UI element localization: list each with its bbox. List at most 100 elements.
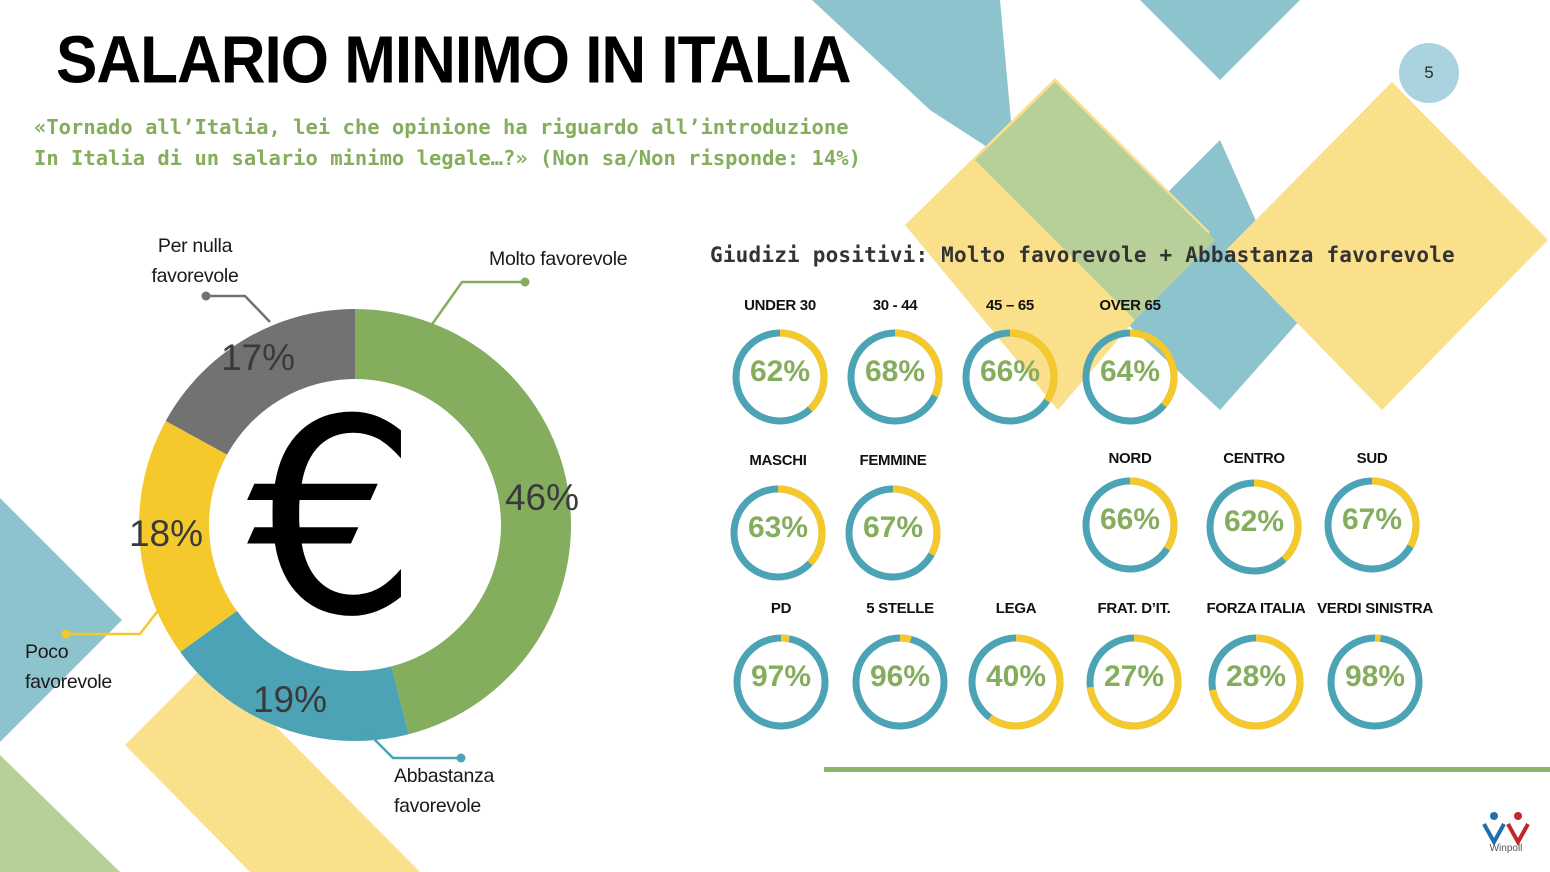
ring-remainder-arc <box>845 485 941 581</box>
group-ring <box>962 329 1058 425</box>
group-label: SUD <box>1356 450 1388 467</box>
group-label: FRAT. D’IT. <box>1097 600 1171 617</box>
bg-diamond-teal-right <box>1140 0 1300 80</box>
positive-judgments-subtitle: Giudizi positivi: Molto favorevole + Abb… <box>710 243 1455 267</box>
group-label: FEMMINE <box>859 452 927 469</box>
bg-diamond-yellow-right <box>1226 82 1548 410</box>
group-ring-maschi: MASCHI 63% <box>708 452 848 583</box>
page-number-badge: 5 <box>1399 43 1459 103</box>
leader-dot <box>201 291 211 301</box>
group-value: 96% <box>869 660 931 693</box>
group-ring-centro: CENTRO 62% <box>1184 450 1324 577</box>
group-ring-pd: PD 97% <box>711 600 851 732</box>
group-label: CENTRO <box>1223 450 1285 467</box>
ring-remainder-arc <box>852 634 948 730</box>
group-value: 63% <box>747 511 809 544</box>
group-ring-nord: NORD 66% <box>1060 450 1200 575</box>
bg-diamond-green <box>975 82 1215 320</box>
group-ring <box>847 329 943 425</box>
euro-symbol: € <box>247 361 419 676</box>
donut-value-label: 19% <box>253 679 327 720</box>
group-ring <box>733 634 829 730</box>
group-ring <box>1082 329 1178 425</box>
group-value: 66% <box>979 355 1041 388</box>
ring-remainder-arc <box>968 634 1064 730</box>
group-value: 64% <box>1099 355 1161 388</box>
svg-text:Winpoll: Winpoll <box>1490 843 1523 854</box>
group-value: 62% <box>749 355 811 388</box>
group-ring-lega: LEGA 40% <box>946 600 1086 732</box>
group-ring <box>1086 634 1182 730</box>
question-line-1: «Tornado all’Italia, lei che opinione ha… <box>34 115 849 139</box>
group-ring-forza-italia: FORZA ITALIA 28% <box>1186 600 1326 732</box>
group-value: 67% <box>1341 503 1403 536</box>
ring-remainder-arc <box>1208 634 1304 730</box>
group-value: 98% <box>1344 660 1406 693</box>
page-title: SALARIO MINIMO IN ITALIA <box>56 23 852 98</box>
group-ring <box>1324 477 1420 573</box>
group-label: LEGA <box>995 600 1037 617</box>
group-ring <box>1206 479 1302 575</box>
group-value: 62% <box>1223 505 1285 538</box>
group-label: PD <box>770 600 792 617</box>
leader-line <box>206 294 271 323</box>
group-ring-frat-d-it-: FRAT. D’IT. 27% <box>1064 600 1204 732</box>
group-label: OVER 65 <box>1099 297 1161 314</box>
group-label: UNDER 30 <box>744 297 816 314</box>
ring-remainder-arc <box>962 329 1058 425</box>
group-ring-under-30: UNDER 30 62% <box>710 297 850 427</box>
divider-line <box>824 767 1550 772</box>
group-label: 5 STELLE <box>866 600 934 617</box>
legend-molto-favorevole: Molto favorevole <box>489 248 628 270</box>
group-value: 40% <box>985 660 1047 693</box>
leader-line <box>426 280 525 331</box>
ring-remainder-arc <box>730 485 826 581</box>
leader-line <box>66 607 161 636</box>
group-value: 97% <box>750 660 812 693</box>
group-label: NORD <box>1108 450 1152 467</box>
ring-remainder-arc <box>847 329 943 425</box>
bg-diamond-green-left <box>0 755 120 872</box>
winpoll-logo: Winpoll <box>1482 812 1530 854</box>
donut-value-label: 18% <box>129 513 203 554</box>
leader-dot <box>456 753 466 763</box>
group-value: 68% <box>864 355 926 388</box>
group-ring <box>1082 477 1178 573</box>
group-ring <box>1327 634 1423 730</box>
group-ring <box>852 634 948 730</box>
donut-slice-poco-favorevole <box>138 420 237 652</box>
group-ring-5-stelle: 5 STELLE 96% <box>830 600 970 732</box>
bg-diamond-teal-mid <box>1080 140 1300 410</box>
group-label: FORZA ITALIA <box>1206 600 1306 617</box>
ring-remainder-arc <box>1082 477 1178 573</box>
group-ring <box>845 485 941 581</box>
group-value: 67% <box>862 511 924 544</box>
leader-line <box>364 729 461 760</box>
legend-abbastanza-favorevole: Abbastanza favorevole <box>394 765 494 817</box>
group-value: 27% <box>1103 660 1165 693</box>
leader-dot <box>520 277 530 287</box>
bg-diamond-teal-top <box>812 0 1015 165</box>
group-value: 28% <box>1225 660 1287 693</box>
group-ring-over-65: OVER 65 64% <box>1060 297 1200 427</box>
group-ring-30-44: 30 - 44 68% <box>825 297 965 427</box>
group-ring-femmine: FEMMINE 67% <box>823 452 963 583</box>
legend-per-nulla-favorevole: Per nulla favorevole <box>151 235 239 287</box>
bg-diamond-teal-left <box>0 498 122 742</box>
group-ring <box>968 634 1064 730</box>
donut-slice-molto-favorevole <box>355 309 572 735</box>
donut-slice-abbastanza-favorevole <box>180 610 409 741</box>
donut-value-label: 17% <box>221 337 295 378</box>
group-ring-verdi-sinistra: VERDI SINISTRA 98% <box>1305 600 1445 732</box>
group-ring-sud: SUD 67% <box>1302 450 1442 575</box>
question-line-2: In Italia di un salario minimo legale…?»… <box>34 146 861 170</box>
leader-dot <box>61 629 71 639</box>
group-ring-45-65: 45 – 65 66% <box>940 297 1080 427</box>
group-label: 45 – 65 <box>986 297 1034 314</box>
ring-remainder-arc <box>1327 634 1423 730</box>
ring-remainder-arc <box>1324 477 1420 573</box>
legend-poco-favorevole: Poco favorevole <box>25 641 112 693</box>
donut-slice-per-nulla-favorevole <box>165 309 355 455</box>
